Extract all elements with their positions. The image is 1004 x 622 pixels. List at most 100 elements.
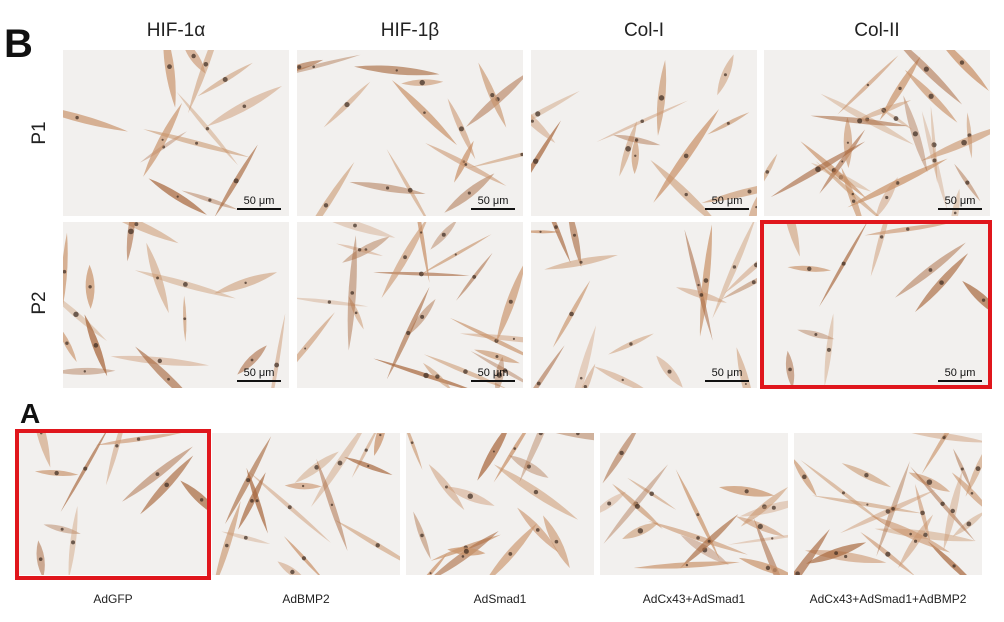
cell-nucleus (866, 503, 869, 506)
cell-nucleus (463, 369, 468, 374)
cell-nucleus (222, 77, 228, 83)
cell-nucleus (685, 563, 689, 567)
scale-bar-label: 50 μm (944, 195, 976, 207)
cell-nucleus (538, 433, 543, 436)
cell-nucleus (71, 540, 76, 545)
cell-nucleus (696, 513, 700, 517)
cell-nucleus (846, 141, 850, 144)
stained-cell (496, 265, 523, 343)
cell-nucleus (607, 501, 612, 506)
stained-cell (581, 363, 596, 388)
cell-nucleus (312, 65, 315, 69)
cell-nucleus (621, 378, 624, 382)
cell-nucleus (420, 533, 424, 538)
cell-nucleus (634, 138, 639, 142)
micrograph-p1-hif1b: 50 μm (297, 50, 523, 216)
cell-nucleus (314, 465, 319, 470)
cell-nucleus (496, 372, 503, 378)
column-header-hif1a: HIF-1α (146, 20, 206, 41)
scale-bar-label: 50 μm (477, 367, 509, 379)
stained-cell (738, 557, 788, 575)
scale-bar: 50 μm (471, 195, 515, 210)
scale-bar-label: 50 μm (944, 367, 976, 379)
stained-cell (600, 491, 626, 513)
stained-cell (283, 536, 321, 575)
stained-cell (531, 230, 560, 234)
stained-cell (921, 433, 950, 475)
cell-nucleus (65, 341, 69, 345)
cell-nucleus (703, 278, 709, 283)
scale-bar-label: 50 μm (711, 367, 743, 379)
cell-nucleus (441, 232, 446, 237)
cell-nucleus (157, 358, 162, 364)
cell-nucleus (923, 66, 929, 72)
stained-cell (903, 50, 963, 105)
cell-nucleus (583, 384, 588, 388)
stained-cell (63, 300, 107, 341)
cell-nucleus (502, 368, 508, 373)
cell-nucleus (242, 104, 247, 109)
stained-cell (748, 196, 757, 216)
cell-nucleus (395, 69, 398, 72)
stained-cell (721, 277, 757, 300)
cell-nucleus (364, 448, 368, 452)
cell-nucleus (492, 450, 495, 453)
micrograph-adgfp (19, 433, 207, 575)
cell-nucleus (243, 535, 248, 540)
cell-nucleus (940, 501, 945, 507)
cell-nucleus (928, 268, 933, 272)
cell-nucleus (795, 571, 800, 575)
cell-nucleus (93, 343, 99, 348)
stained-cell (920, 128, 990, 161)
cell-nucleus (156, 276, 159, 280)
cell-nucleus (513, 447, 517, 450)
cell-nucleus (576, 433, 580, 436)
stained-cell (786, 222, 800, 257)
cell-nucleus (913, 539, 918, 543)
cell-nucleus (508, 552, 513, 556)
cell-nucleus (183, 317, 187, 321)
cell-nucleus (420, 314, 425, 319)
stained-cell (297, 59, 324, 71)
cell-nucleus (814, 332, 818, 336)
cell-nucleus (420, 231, 423, 234)
cell-nucleus (640, 119, 645, 124)
cell-nucleus (723, 73, 727, 77)
cell-nucleus (928, 93, 934, 99)
caption-adcx43-adsmad1-adbmp2: AdCx43+AdSmad1+AdBMP2 (809, 592, 967, 606)
cell-nucleus (961, 139, 967, 146)
cell-nucleus (134, 222, 139, 227)
cell-nucleus (765, 170, 770, 174)
stained-cell (297, 297, 369, 307)
cell-nucleus (83, 370, 86, 373)
cell-nucleus (375, 543, 380, 548)
column-header-col1: Col-I (623, 20, 665, 41)
cell-nucleus (841, 261, 846, 266)
stained-cell (271, 313, 286, 388)
stained-cell (135, 346, 183, 388)
micrograph-adcx43-adsmad1 (600, 433, 788, 575)
cell-nucleus (757, 523, 763, 530)
cell-nucleus (619, 450, 624, 456)
stained-cell (351, 433, 377, 478)
stained-cell (727, 534, 788, 545)
cell-nucleus (898, 86, 902, 91)
cell-nucleus (629, 342, 633, 346)
stained-cell (470, 351, 523, 383)
stained-cell (105, 433, 123, 486)
cell-nucleus (579, 260, 583, 264)
cell-nucleus (195, 141, 199, 145)
stained-cell (965, 454, 982, 497)
cell-nucleus (161, 138, 164, 141)
stained-cell (794, 528, 830, 575)
stained-cell (951, 472, 982, 507)
cell-nucleus (683, 153, 689, 159)
micrograph-p2-hif1b: 50 μm (297, 222, 523, 388)
cell-nucleus (39, 433, 43, 435)
row-label-p2: P2 (29, 291, 50, 315)
scale-bar-label: 50 μm (711, 195, 743, 207)
stained-cell (126, 222, 135, 262)
cell-nucleus (367, 464, 370, 468)
cell-nucleus (410, 441, 414, 444)
stained-cell (459, 333, 523, 343)
